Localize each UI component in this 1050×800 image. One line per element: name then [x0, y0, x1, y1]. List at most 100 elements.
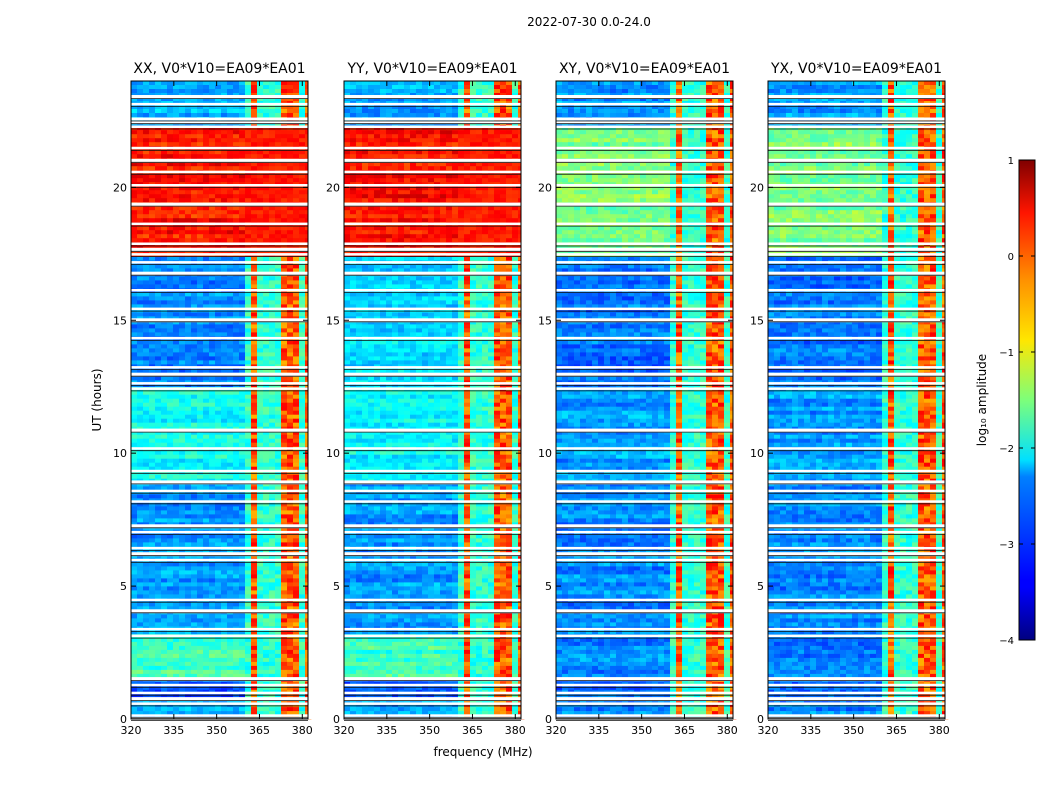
heatmap-cell [257, 418, 264, 423]
heatmap-cell [185, 570, 192, 575]
heatmap-cell [257, 394, 264, 399]
heatmap-cell [263, 669, 270, 675]
heatmap-cell [299, 458, 306, 463]
heatmap-cell [167, 190, 174, 195]
heatmap-cell [239, 534, 246, 539]
heatmap-cell [269, 105, 276, 110]
heatmap-cell [131, 641, 138, 647]
heatmap-cell [167, 402, 174, 407]
heatmap-cell [275, 186, 282, 191]
heatmap-cell [155, 578, 162, 583]
heatmap-cell [191, 474, 198, 479]
heatmap-cell [209, 344, 216, 349]
flag-gap [131, 552, 308, 557]
heatmap-cell [287, 669, 294, 675]
heatmap-cell [137, 250, 144, 255]
heatmap-cell [275, 434, 282, 439]
heatmap-cell [149, 398, 156, 403]
heatmap-cell [149, 130, 156, 135]
heatmap-cell [293, 534, 300, 539]
heatmap-cell [137, 292, 144, 297]
heatmap-cell [131, 630, 138, 635]
heatmap-cell [275, 210, 282, 215]
heatmap-cell [155, 81, 162, 86]
heatmap-cell [215, 394, 222, 399]
heatmap-cell [221, 214, 228, 219]
heatmap-cell [185, 526, 192, 531]
heatmap-cell [167, 320, 174, 325]
heatmap-cell [227, 194, 234, 199]
heatmap-cell [131, 398, 138, 403]
heatmap-cell [287, 637, 294, 643]
heatmap-cell [257, 360, 264, 365]
heatmap-cell [167, 210, 174, 215]
heatmap-cell [281, 304, 288, 309]
heatmap-cell [269, 230, 276, 235]
heatmap-cell [149, 256, 156, 261]
heatmap-cell [233, 190, 240, 195]
heatmap-cell [293, 669, 300, 675]
heatmap-cell [179, 442, 186, 447]
heatmap-cell [293, 570, 300, 575]
heatmap-cell [221, 328, 228, 333]
heatmap-cell [275, 134, 282, 139]
heatmap-cell [191, 218, 198, 223]
heatmap-cell [143, 296, 150, 301]
heatmap-cell [281, 462, 288, 467]
heatmap-cell [239, 210, 246, 215]
heatmap-cell [281, 406, 288, 411]
heatmap-cell [233, 693, 240, 699]
heatmap-cell [233, 450, 240, 455]
heatmap-cell [149, 606, 156, 611]
heatmap-cell [209, 693, 216, 699]
heatmap-cell [257, 707, 264, 712]
heatmap-cell [203, 661, 210, 667]
heatmap-cell [191, 673, 198, 679]
heatmap-cell [185, 506, 192, 511]
heatmap-cell [227, 454, 234, 459]
heatmap-cell [239, 398, 246, 403]
heatmap-cell [233, 669, 240, 675]
heatmap-cell [173, 324, 180, 329]
heatmap-cell [149, 466, 156, 471]
heatmap-cell [281, 665, 288, 671]
heatmap-cell [143, 376, 150, 381]
heatmap-cell [275, 614, 282, 619]
heatmap-cell [251, 622, 258, 627]
heatmap-cell [221, 711, 228, 716]
heatmap-cell [221, 390, 228, 395]
heatmap-cell [227, 166, 234, 171]
heatmap-cell [269, 332, 276, 337]
heatmap-cell [143, 138, 150, 143]
heatmap-cell [155, 206, 162, 211]
heatmap-cell [221, 190, 228, 195]
heatmap-cell [155, 210, 162, 215]
heatmap-cell [293, 360, 300, 365]
heatmap-cell [161, 210, 168, 215]
heatmap-cell [233, 406, 240, 411]
heatmap-cell [275, 707, 282, 712]
heatmap-cell [299, 685, 306, 691]
heatmap-cell [245, 250, 252, 255]
heatmap-cell [275, 474, 282, 479]
heatmap-cell [209, 174, 216, 179]
heatmap-cell [299, 578, 306, 583]
heatmap-cell [137, 109, 144, 114]
heatmap-cell [203, 657, 210, 663]
heatmap-cell [209, 414, 216, 419]
heatmap-cell [263, 711, 270, 716]
heatmap-cell [233, 312, 240, 317]
heatmap-cell [179, 214, 186, 219]
heatmap-cell [197, 332, 204, 337]
heatmap-cell [221, 296, 228, 301]
heatmap-cell [161, 328, 168, 333]
heatmap-cell [245, 637, 252, 643]
heatmap-cell [185, 394, 192, 399]
heatmap-cell [197, 645, 204, 651]
heatmap-cell [263, 574, 270, 579]
heatmap-cell [191, 210, 198, 215]
heatmap-cell [143, 206, 150, 211]
heatmap-cell [149, 376, 156, 381]
heatmap-cell [155, 238, 162, 243]
heatmap-cell [257, 649, 264, 655]
